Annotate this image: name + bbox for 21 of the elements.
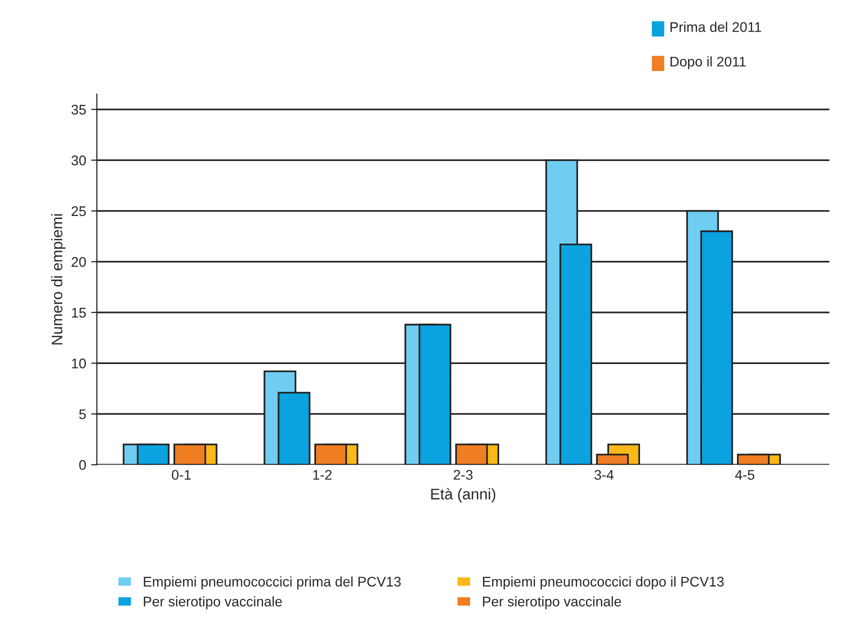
y-tick-label: 10 <box>72 358 86 368</box>
y-tick-label: 20 <box>72 257 86 267</box>
x-axis-title: Età (anni) <box>431 488 496 502</box>
legend-label: Empiemi pneumococcici dopo il PCV13 <box>483 576 724 590</box>
x-tick-label: 3-4 <box>594 470 614 480</box>
y-tick-label: 25 <box>72 206 86 216</box>
y-tick-label: 0 <box>79 460 86 470</box>
x-tick-label: 4-5 <box>735 470 754 480</box>
text: Prima del 2011 <box>670 22 762 32</box>
y-tick-label: 35 <box>71 104 86 115</box>
x-tick-label: 2-3 <box>454 470 473 480</box>
y-axis-title: Numero di empiemi <box>51 214 66 344</box>
text: Dopo il 2011 <box>670 56 746 70</box>
y-tick-label: 15 <box>72 308 86 318</box>
x-tick-label: 0-1 <box>172 470 191 480</box>
y-tick-label: 5 <box>79 409 86 420</box>
x-tick-label: 1-2 <box>313 470 332 480</box>
legend-label: Per sierotipo vaccinale <box>483 596 621 610</box>
legend-label: Empiemi pneumococcici prima del PCV13 <box>144 576 401 590</box>
y-tick-label: 30 <box>71 156 86 166</box>
legend-label: Per sierotipo vaccinale <box>144 596 282 610</box>
